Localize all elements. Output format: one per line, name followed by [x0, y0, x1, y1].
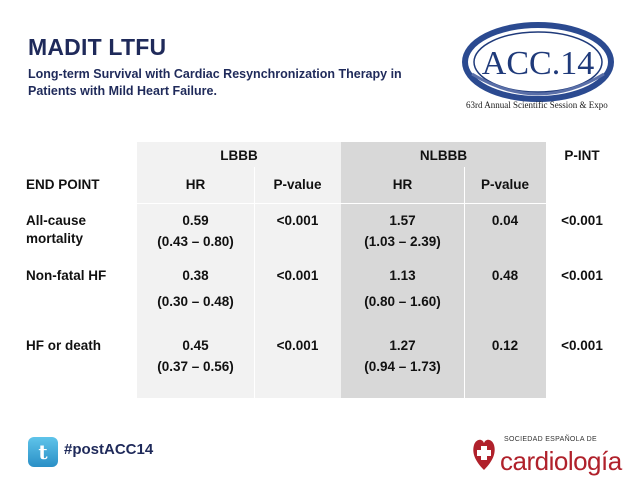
row-pint: <0.001 — [561, 268, 603, 283]
twitter-bird-icon: t — [28, 437, 58, 467]
row-lbbb-hr: 0.45 — [182, 338, 209, 353]
row-nlbbb-hr: 1.13 — [389, 268, 416, 283]
gridline-nlbbb — [464, 167, 465, 398]
header-endpoint: END POINT — [26, 177, 100, 192]
row-endpoint-line2: mortality — [26, 231, 84, 246]
row-lbbb-p: <0.001 — [276, 213, 319, 228]
row-endpoint: HF or death — [26, 338, 102, 353]
lbbb-column-band — [137, 142, 341, 398]
row-lbbb-ci: (0.37 – 0.56) — [157, 359, 234, 374]
row-nlbbb-p: 0.48 — [491, 268, 519, 283]
row-nlbbb-ci: (1.03 – 2.39) — [364, 234, 441, 249]
row-lbbb-ci: (0.30 – 0.48) — [157, 294, 234, 309]
gridline-header — [137, 203, 546, 204]
header-lbbb-p: P-value — [273, 177, 322, 192]
row-lbbb-p: <0.001 — [276, 338, 319, 353]
row-lbbb-hr: 0.38 — [182, 268, 209, 283]
header-pint: P-INT — [564, 148, 600, 163]
row-pint: <0.001 — [561, 338, 603, 353]
sec-cardiologia-logo: cardiología — [500, 446, 622, 476]
header-lbbb-hr: HR — [185, 177, 206, 192]
page-subtitle: Long-term Survival with Cardiac Resynchr… — [28, 67, 402, 98]
row-nlbbb-hr: 1.57 — [389, 213, 416, 228]
row-nlbbb-ci: (0.94 – 1.73) — [364, 359, 441, 374]
header-nlbbb: NLBBB — [419, 148, 468, 163]
sec-org-label: SOCIEDAD ESPAÑOLA DE — [504, 436, 598, 443]
header-nlbbb-p: P-value — [480, 177, 530, 192]
row-nlbbb-p: 0.04 — [491, 213, 519, 228]
acc14-logo: ACC.14 — [462, 22, 614, 102]
header-lbbb: LBBB — [220, 148, 258, 163]
page-title: MADIT LTFU — [28, 34, 167, 60]
row-endpoint: Non-fatal HF — [26, 268, 107, 283]
sec-heart-icon — [473, 439, 495, 470]
acc-logo-text: ACC.14 — [482, 45, 594, 82]
row-nlbbb-ci: (0.80 – 1.60) — [364, 294, 441, 309]
acc-tagline: 63rd Annual Scientific Session & Expo — [466, 100, 608, 110]
row-pint: <0.001 — [561, 213, 603, 228]
row-lbbb-ci: (0.43 – 0.80) — [157, 234, 234, 249]
hashtag: #postACC14 — [64, 441, 154, 458]
row-nlbbb-p: 0.12 — [491, 338, 519, 353]
row-endpoint-line1: All-cause — [26, 213, 87, 228]
row-lbbb-p: <0.001 — [276, 268, 319, 283]
row-lbbb-hr: 0.59 — [182, 213, 209, 228]
header-nlbbb-hr: HR — [392, 177, 413, 192]
gridline-lbbb — [254, 167, 255, 398]
row-nlbbb-hr: 1.27 — [389, 338, 416, 353]
nlbbb-column-band — [341, 142, 546, 398]
